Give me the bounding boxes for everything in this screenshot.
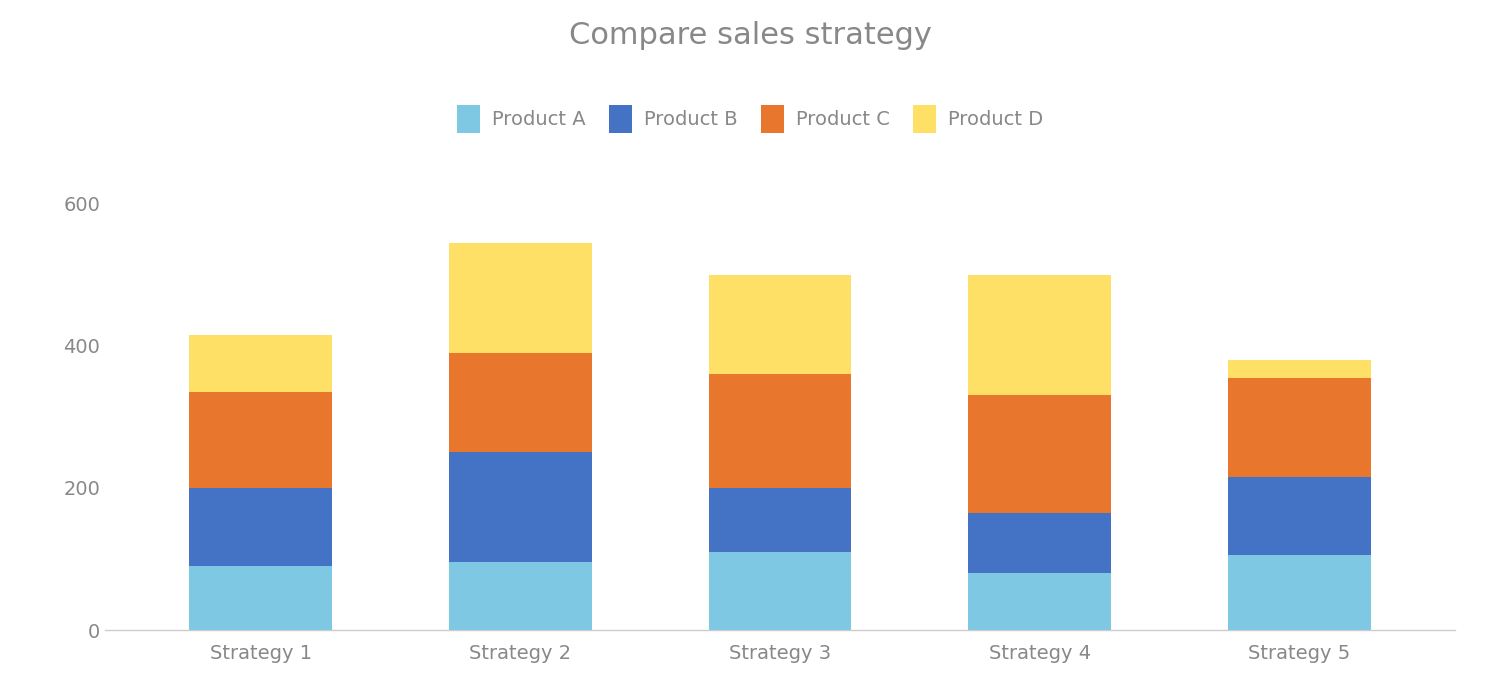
Bar bbox=[189, 566, 332, 630]
Bar bbox=[448, 242, 592, 353]
Bar bbox=[968, 573, 1112, 630]
Bar bbox=[189, 488, 332, 566]
Legend: Product A, Product B, Product C, Product D: Product A, Product B, Product C, Product… bbox=[448, 97, 1052, 140]
Bar bbox=[189, 392, 332, 488]
Bar bbox=[189, 335, 332, 392]
Bar bbox=[1228, 477, 1371, 555]
Bar bbox=[1228, 377, 1371, 477]
Bar bbox=[708, 274, 852, 374]
Bar bbox=[968, 274, 1112, 396]
Bar bbox=[708, 374, 852, 488]
Bar bbox=[448, 563, 592, 630]
Bar bbox=[708, 488, 852, 552]
Bar bbox=[708, 552, 852, 630]
Bar bbox=[1228, 360, 1371, 377]
Bar bbox=[1228, 555, 1371, 630]
Bar bbox=[968, 395, 1112, 512]
Bar bbox=[968, 512, 1112, 573]
Bar bbox=[448, 353, 592, 452]
Bar bbox=[448, 452, 592, 563]
Text: Compare sales strategy: Compare sales strategy bbox=[568, 21, 932, 50]
